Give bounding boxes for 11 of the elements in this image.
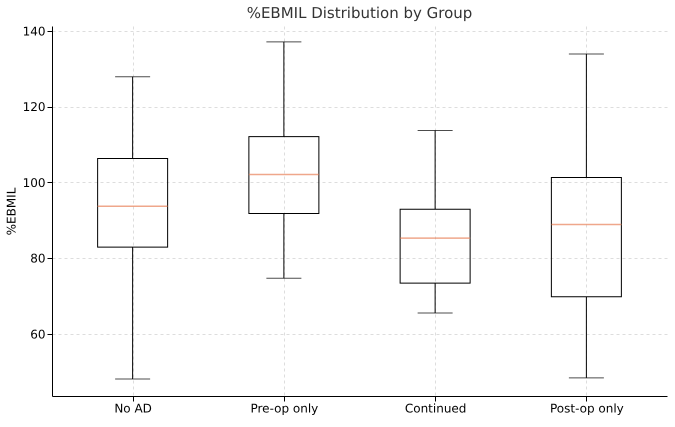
y-tick-label: 80 — [30, 252, 46, 266]
chart-title: %EBMIL Distribution by Group — [246, 4, 472, 22]
x-tick-label: Pre-op only — [250, 402, 318, 416]
y-axis-title: %EBMIL — [4, 187, 19, 236]
y-tick-label: 60 — [30, 327, 46, 342]
y-tick-label: 140 — [22, 24, 46, 38]
y-tick-label: 100 — [22, 176, 46, 190]
x-tick-label: Post-op only — [550, 402, 624, 416]
x-tick-label: No AD — [114, 402, 152, 416]
x-tick-label: Continued — [404, 402, 466, 416]
y-tick-label: 120 — [22, 100, 46, 114]
